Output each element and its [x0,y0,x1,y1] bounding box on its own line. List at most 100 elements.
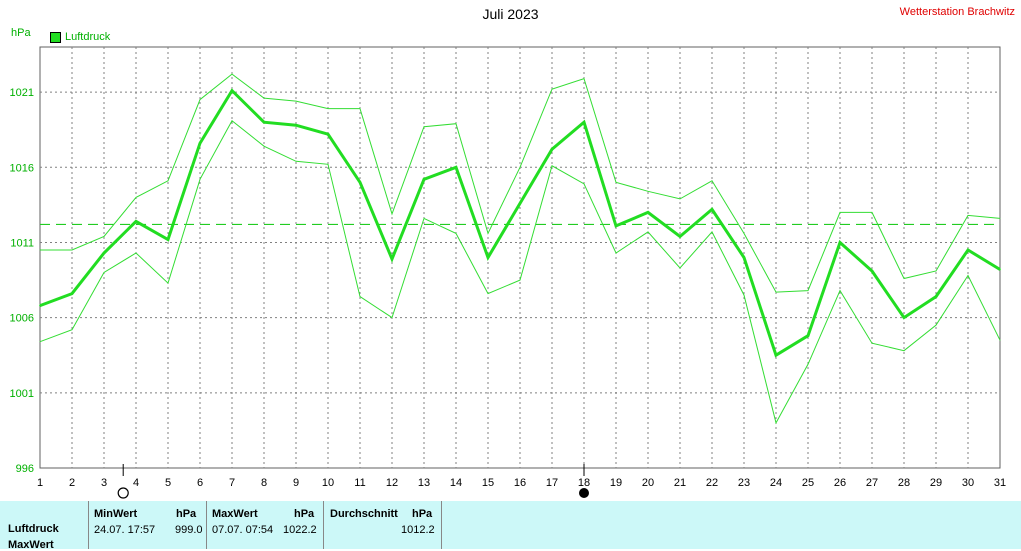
min-header: MinWert [94,508,138,520]
data-point-min [871,342,873,344]
data-point-min [39,341,41,343]
data-point-min [775,422,777,424]
avg-unit: hPa [412,508,433,520]
data-point-mean [711,208,713,211]
x-tick-label: 7 [229,477,235,489]
data-point-max [679,198,681,200]
min-datetime: 24.07. 17:57 [94,524,156,536]
x-tick-label: 5 [165,477,171,489]
data-point-mean [231,89,233,92]
table-divider [88,501,89,549]
x-tick-label: 10 [322,477,334,489]
data-point-min [71,329,73,331]
data-point-min [103,272,105,273]
x-tick-label: 12 [386,477,398,489]
data-point-min [807,363,809,365]
x-tick-label: 14 [450,477,462,489]
station-name: Wetterstation Brachwitz [899,6,1015,18]
data-point-mean [743,256,745,259]
data-point-min [455,233,457,234]
data-point-mean [999,268,1001,271]
data-point-max [711,180,713,182]
data-point-min [967,275,969,276]
data-point-max [551,88,553,90]
data-point-min [519,279,521,281]
data-point-min [839,290,841,291]
x-tick-label: 25 [802,477,814,489]
x-tick-label: 24 [770,477,782,489]
y-axis-unit: hPa [11,27,31,39]
data-point-min [199,178,201,180]
data-point-min [903,350,905,352]
data-point-mean [423,178,425,181]
data-point-mean [871,270,873,272]
data-point-mean [135,220,137,223]
data-point-mean [839,241,841,244]
data-point-mean [359,181,361,184]
data-point-max [999,218,1001,219]
max-datetime: 07.07. 07:54 [212,524,274,536]
data-point-mean [199,142,201,145]
data-point-max [871,211,873,213]
data-point-max [231,73,233,75]
x-tick-label: 1 [37,477,43,489]
x-tick-label: 20 [642,477,654,489]
data-point-min [551,165,553,167]
data-point-mean [903,316,905,319]
data-point-mean [167,238,169,241]
data-point-max [455,123,457,125]
data-point-max [967,215,969,216]
x-tick-label: 13 [418,477,430,489]
data-point-max [935,270,937,272]
data-point-mean [807,334,809,337]
data-point-mean [935,295,937,298]
data-point-min [231,120,233,122]
data-point-max [103,236,105,237]
data-point-max [807,290,809,291]
x-tick-label: 23 [738,477,750,489]
max-unit: hPa [294,508,315,520]
data-point-mean [263,121,265,123]
x-tick-label: 18 [578,477,590,489]
y-tick-label: 1006 [10,313,34,325]
data-point-max [39,249,41,251]
x-tick-label: 16 [514,477,526,489]
y-tick-label: 1011 [10,237,34,249]
x-tick-label: 19 [610,477,622,489]
data-point-mean [551,148,553,151]
data-point-mean [455,166,457,169]
data-point-mean [775,354,777,357]
x-tick-label: 8 [261,477,267,489]
x-tick-label: 22 [706,477,718,489]
x-tick-label: 30 [962,477,974,489]
data-point-mean [583,121,585,123]
data-point-mean [103,252,105,254]
data-point-max [519,166,521,168]
data-point-min [743,294,745,296]
table-divider [206,501,207,549]
data-point-max [327,108,329,110]
data-point-max [359,108,361,110]
x-tick-label: 27 [866,477,878,489]
data-point-mean [647,211,649,214]
data-point-max [743,233,745,234]
y-tick-label: 1001 [10,388,34,400]
data-point-min [135,252,137,254]
table-divider [441,501,442,549]
legend-label: Luftdruck [65,31,111,43]
min-unit: hPa [176,508,197,520]
data-point-min [295,160,297,162]
new-moon-icon [117,487,129,499]
x-tick-label: 29 [930,477,942,489]
data-point-max [167,180,169,182]
legend: Luftdruck [50,31,110,43]
data-point-min [999,339,1001,341]
x-tick-label: 17 [546,477,558,489]
data-point-mean [71,292,73,295]
data-point-max [295,100,297,102]
data-point-max [135,196,137,198]
data-point-mean [679,235,681,238]
data-point-min [423,218,425,219]
x-tick-label: 11 [354,477,365,489]
data-point-max [647,190,649,192]
